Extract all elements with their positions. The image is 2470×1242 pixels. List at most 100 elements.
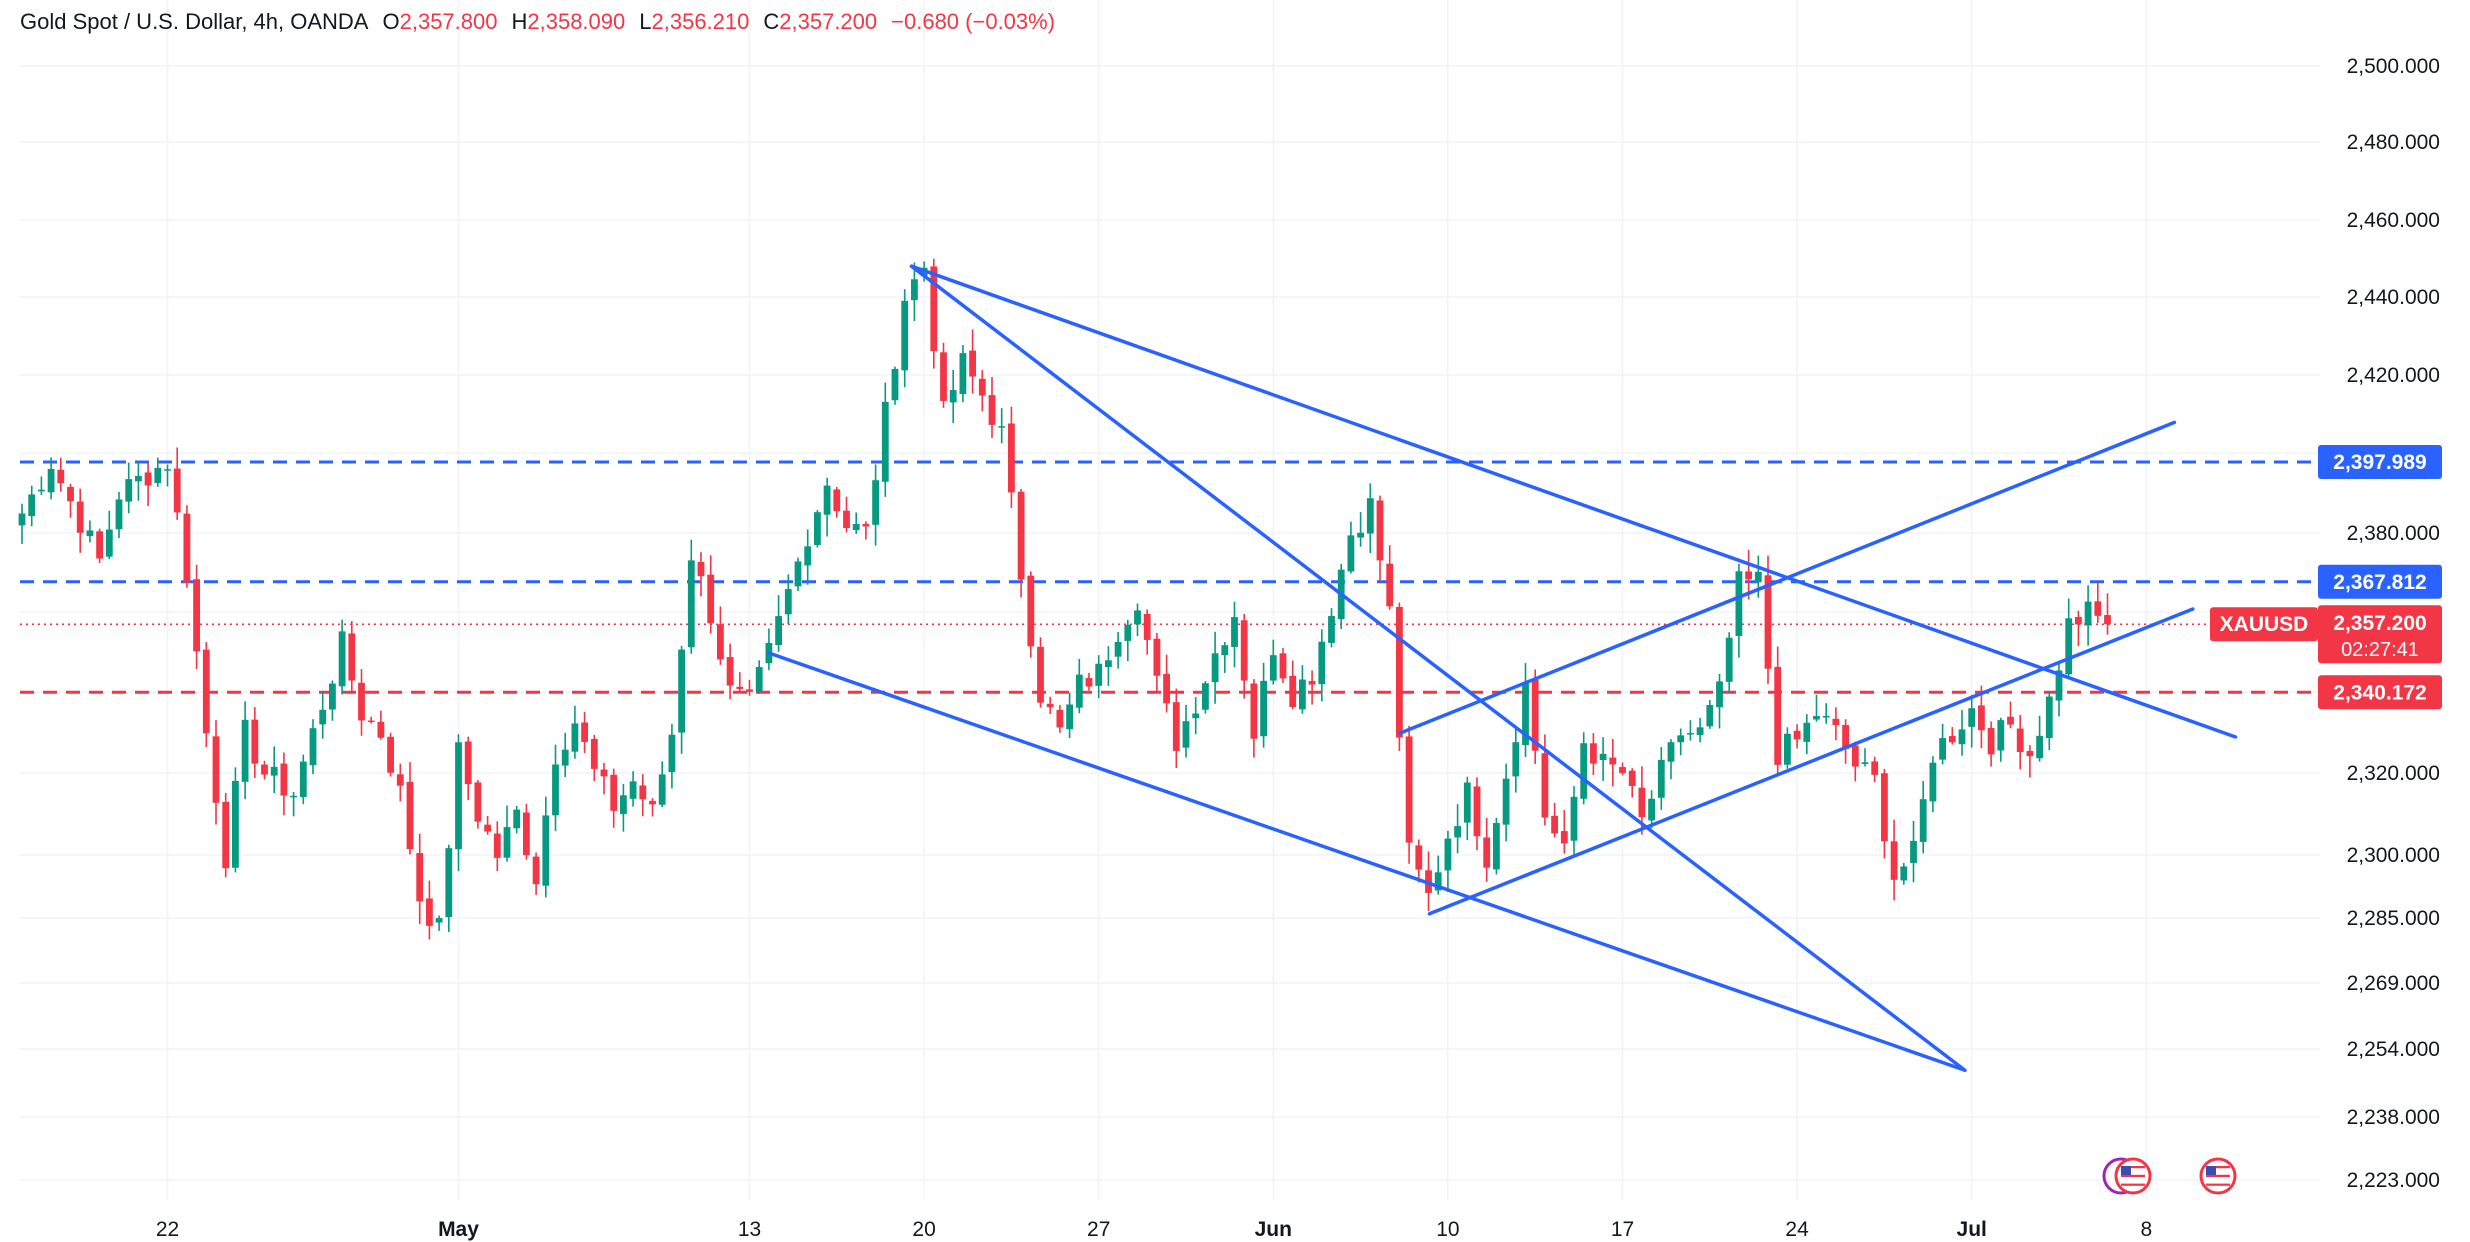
y-tick-label: 2,300.000 xyxy=(2347,844,2440,867)
current-price-tag xyxy=(2318,605,2442,664)
candle-body xyxy=(1299,679,1306,710)
candle-body xyxy=(2007,716,2014,725)
candle-body xyxy=(164,469,171,471)
candle-body xyxy=(358,682,365,721)
trendlines[interactable] xyxy=(767,264,2238,1072)
symbol-tag-text: XAUUSD xyxy=(2220,613,2309,636)
candle-body xyxy=(1570,796,1578,841)
high-value: 2,358.090 xyxy=(527,9,626,34)
price-axis[interactable]: 2,500.000 2,480.000 2,460.000 2,440.000 2,42… xyxy=(2347,55,2440,1192)
candle-body xyxy=(474,782,482,822)
candle-body xyxy=(493,833,501,858)
candle-body xyxy=(1910,840,1917,863)
x-tick-label: Jul xyxy=(1957,1218,1987,1241)
candle-body xyxy=(649,800,656,805)
candle-body xyxy=(1677,735,1685,743)
candle-body xyxy=(901,300,909,371)
candle-body xyxy=(1066,704,1073,730)
candle-body xyxy=(426,898,433,926)
candle-body xyxy=(1599,753,1607,761)
candle-body xyxy=(241,719,249,782)
price-level-tag-text: 2,367.812 xyxy=(2333,571,2426,594)
candle-body xyxy=(1813,716,1820,720)
candle-body xyxy=(1483,837,1491,868)
flag-stripe xyxy=(2206,1183,2230,1186)
candle-body xyxy=(1851,745,1859,767)
symbol-title[interactable]: Gold Spot / U.S. Dollar, 4h, OANDA xyxy=(20,9,369,34)
candle-body xyxy=(697,561,705,577)
y-tick-label: 2,269.000 xyxy=(2347,972,2440,995)
price-level-tag-text: 2,397.989 xyxy=(2333,451,2426,474)
candle-body xyxy=(464,741,472,785)
candle-body xyxy=(1250,683,1258,739)
candle-body xyxy=(1405,736,1413,843)
y-tick-label: 2,223.000 xyxy=(2347,1169,2440,1192)
candle-body xyxy=(1696,727,1704,736)
candle-body xyxy=(18,513,26,526)
candle-body xyxy=(1512,742,1520,777)
candle-body xyxy=(1871,761,1879,775)
candle-body xyxy=(1968,708,1976,727)
price-tags: 2,397.989 2,367.812 2,340.172 XAUUSD 2,357.2… xyxy=(2210,444,2442,710)
event-badges[interactable] xyxy=(2102,1157,2237,1195)
candle-body xyxy=(978,378,986,396)
flag-stripe xyxy=(2206,1170,2230,1173)
flag-stripe xyxy=(2121,1183,2145,1186)
candle-body xyxy=(1735,571,1743,636)
candle-body xyxy=(1881,773,1888,842)
y-tick-label: 2,440.000 xyxy=(2347,286,2440,309)
candle-body xyxy=(338,631,346,687)
event-flag-1-icon[interactable] xyxy=(2102,1157,2152,1195)
candle-body xyxy=(1522,682,1529,746)
candle-body xyxy=(658,774,666,805)
candle-body xyxy=(862,523,870,527)
candle-body xyxy=(173,468,181,513)
event-flag-2-icon[interactable] xyxy=(2199,1157,2237,1195)
time-axis[interactable]: 22 May 13 20 27 Jun 10 17 24 Jul 8 xyxy=(156,1218,2152,1241)
y-tick-label: 2,380.000 xyxy=(2347,522,2440,545)
candle-body xyxy=(2045,696,2053,739)
candle-body xyxy=(183,513,191,583)
candle-body xyxy=(76,501,84,533)
candle-body xyxy=(1328,615,1335,643)
symbol-tag xyxy=(2210,607,2318,642)
candle-body xyxy=(2016,728,2024,753)
candle-body xyxy=(542,815,550,886)
candle-body xyxy=(1269,655,1277,681)
candle-body xyxy=(115,499,123,530)
x-tick-label: Jun xyxy=(1255,1218,1292,1241)
candle-body xyxy=(891,368,899,401)
candle-body xyxy=(484,824,491,832)
candle-body xyxy=(561,749,569,766)
candle-body xyxy=(1454,826,1461,838)
price-level-tag xyxy=(2318,675,2442,710)
candle-body xyxy=(1619,767,1626,774)
x-tick-label: 27 xyxy=(1087,1218,1110,1241)
trendline xyxy=(1427,607,2195,916)
candle-body xyxy=(969,350,976,377)
trendline xyxy=(767,651,1967,1072)
candle-body xyxy=(212,736,220,803)
candle-body xyxy=(28,494,36,517)
candle-body xyxy=(125,479,133,502)
candle-body xyxy=(998,426,1006,428)
candle-body xyxy=(1541,753,1549,818)
candle-body xyxy=(552,764,559,816)
candle-body xyxy=(610,774,618,811)
candle-body xyxy=(1463,782,1471,823)
candle-body xyxy=(911,279,918,301)
candle-body xyxy=(455,742,462,850)
candle-body xyxy=(406,781,414,850)
y-tick-label: 2,420.000 xyxy=(2347,364,2440,387)
candle-body xyxy=(299,761,307,798)
price-levels xyxy=(20,460,2312,694)
price-level-tag xyxy=(2318,444,2442,479)
candle-body xyxy=(154,467,162,484)
candle-body xyxy=(1163,674,1170,704)
candle-body xyxy=(775,616,782,645)
candlesticks xyxy=(18,258,2111,940)
candle-body xyxy=(1027,575,1035,647)
candle-body xyxy=(1095,663,1103,686)
candle-body xyxy=(202,649,210,734)
